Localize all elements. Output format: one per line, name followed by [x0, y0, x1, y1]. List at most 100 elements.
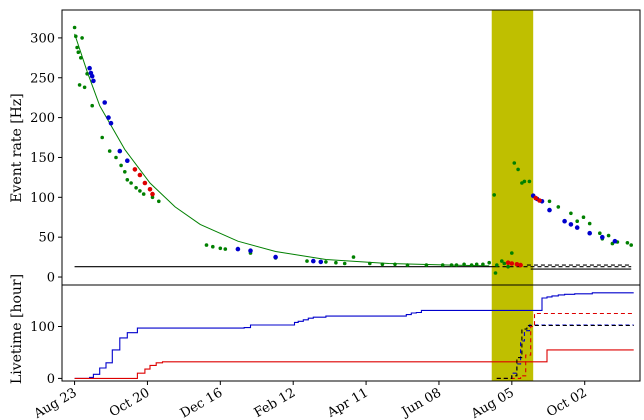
green-data-point	[82, 85, 87, 90]
blue-data-point	[89, 73, 95, 79]
green-data-point	[462, 262, 466, 267]
green-data-point	[556, 205, 561, 209]
green-data-point	[223, 247, 228, 251]
blue-data-point	[273, 254, 278, 260]
green-data-point	[123, 170, 127, 174]
green-data-point	[625, 241, 630, 245]
green-data-point	[629, 243, 633, 247]
green-data-point	[85, 72, 89, 76]
blue-data-point	[117, 148, 123, 154]
green-data-point	[449, 263, 454, 267]
green-data-point	[368, 261, 372, 266]
green-data-point	[80, 36, 84, 40]
event-rate-y-tick-label: 300	[30, 31, 55, 46]
green-data-point	[575, 219, 579, 223]
green-data-point	[218, 246, 223, 251]
event-rate-y-tick-label: 150	[30, 151, 55, 166]
blue-data-point	[102, 100, 107, 105]
green-data-point	[77, 83, 82, 87]
date-x-tick-label: Oct 02	[544, 385, 589, 420]
date-x-tick-label: Aug 05	[468, 385, 517, 420]
decay-fit-curve	[74, 33, 490, 267]
green-data-point	[495, 263, 499, 267]
green-data-point	[76, 50, 81, 54]
green-data-point	[351, 255, 356, 259]
green-data-point	[141, 192, 146, 196]
date-x-tick-label: Jun 08	[398, 385, 444, 420]
green-data-point	[114, 155, 118, 160]
red-data-point	[518, 262, 523, 268]
green-data-point	[138, 189, 142, 193]
red-data-point	[137, 172, 143, 178]
green-data-point	[380, 262, 385, 267]
red-data-point	[150, 191, 155, 197]
green-data-point	[502, 261, 507, 266]
blue-data-point	[106, 115, 111, 120]
blue-data-point	[568, 222, 574, 227]
livetime-y-tick-label: 100	[30, 320, 55, 335]
green-data-point	[481, 262, 485, 267]
livetime-y-tick-label: 0	[47, 372, 55, 387]
blue-data-point	[108, 120, 114, 126]
livetime-series-red-dashed	[496, 312, 634, 379]
blue-data-point	[87, 65, 92, 71]
date-x-tick-label: Aug 23	[31, 385, 80, 420]
green-data-point	[100, 135, 104, 140]
blue-data-point	[235, 246, 241, 252]
green-data-point	[125, 178, 130, 182]
green-data-point	[119, 163, 123, 168]
shaded-period-band	[491, 10, 534, 381]
livetime-panel: 0 100 Aug 23 Oct 20 Dec 16 Feb 12 Apr 11 Jun 08…	[30, 284, 641, 420]
green-data-point	[587, 221, 592, 226]
green-data-point	[598, 231, 602, 235]
livetime-series-blue-solid	[74, 292, 634, 379]
green-data-point	[72, 25, 77, 30]
green-data-point	[454, 263, 459, 267]
blue-data-point	[600, 234, 605, 240]
green-data-point	[90, 103, 94, 108]
green-data-point	[500, 259, 504, 263]
red-data-point	[505, 260, 511, 266]
green-data-point	[547, 199, 552, 204]
event-rate-y-tick-label: 50	[38, 231, 55, 246]
livetime-series-black-dashed	[496, 324, 634, 379]
green-data-point	[393, 262, 397, 267]
date-x-tick-label: Feb 12	[252, 385, 298, 420]
blue-data-point	[562, 218, 567, 224]
green-data-point	[157, 199, 161, 204]
green-data-point	[487, 260, 492, 265]
red-data-point	[147, 187, 153, 192]
green-data-point	[211, 244, 215, 249]
blue-data-point	[91, 78, 96, 84]
blue-data-point	[318, 259, 324, 265]
date-x-tick-label: Apr 11	[324, 385, 371, 420]
green-data-point	[405, 263, 410, 267]
green-data-point	[510, 251, 514, 255]
red-data-point	[142, 180, 148, 186]
green-data-point	[522, 179, 527, 184]
event-rate-axis-label: Event rate [Hz]	[9, 93, 25, 202]
green-data-point	[129, 181, 133, 185]
blue-data-point	[587, 230, 592, 236]
livetime-axis-label: Livetime [hour]	[9, 274, 25, 384]
green-data-point	[527, 179, 532, 184]
green-data-point	[107, 149, 112, 153]
red-data-point	[537, 198, 542, 203]
green-data-point	[150, 195, 155, 200]
blue-data-point	[612, 238, 618, 244]
green-data-point	[506, 264, 510, 269]
green-data-point	[512, 161, 517, 165]
green-data-point	[569, 211, 573, 216]
blue-data-point	[574, 225, 580, 230]
green-data-point	[204, 243, 209, 247]
blue-data-point	[125, 158, 130, 163]
red-data-point	[533, 195, 538, 201]
event-rate-plot-frame	[61, 9, 641, 286]
blue-data-point	[547, 207, 552, 213]
green-data-point	[424, 263, 429, 267]
event-rate-y-tick-label: 200	[30, 111, 55, 126]
blue-data-point	[311, 258, 316, 264]
green-data-point	[305, 259, 309, 263]
green-data-point	[342, 261, 347, 266]
